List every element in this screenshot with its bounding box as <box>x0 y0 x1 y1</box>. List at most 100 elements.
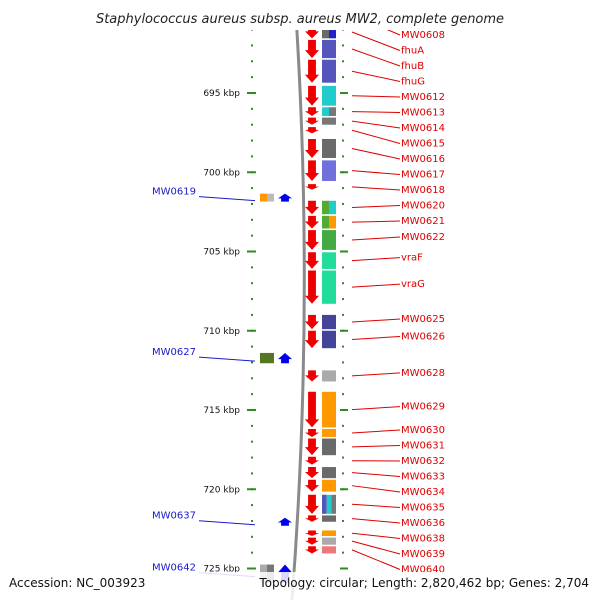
forward-gene-label[interactable]: MW0622 <box>401 232 445 243</box>
forward-gene-arrow[interactable] <box>305 107 319 116</box>
scale-dot <box>251 234 253 237</box>
reverse-gene-label[interactable]: MW0627 <box>152 347 196 358</box>
reverse-gene-label[interactable]: MW0637 <box>152 511 196 522</box>
scale-dot <box>251 393 253 396</box>
label-leader-line <box>351 257 401 262</box>
forward-gene-arrow[interactable] <box>305 230 319 250</box>
forward-gene-label[interactable]: MW0626 <box>401 331 445 342</box>
forward-gene-arrow[interactable] <box>305 85 319 106</box>
label-leader-line <box>351 549 401 570</box>
forward-gene-arrow[interactable] <box>305 215 319 229</box>
forward-gene-arrow[interactable] <box>305 370 319 382</box>
scale-dot <box>251 504 253 507</box>
forward-gene-label[interactable]: MW0632 <box>401 456 445 467</box>
forward-gene-arrow[interactable] <box>305 546 319 554</box>
forward-gene-arrow[interactable] <box>305 456 319 465</box>
forward-gene-arrow[interactable] <box>305 537 319 545</box>
forward-gene-label[interactable]: fhuB <box>401 61 424 72</box>
forward-gene-arrow[interactable] <box>305 39 319 59</box>
forward-gene-arrow[interactable] <box>305 127 319 134</box>
forward-gene-label[interactable]: MW0635 <box>401 502 445 513</box>
forward-gene-label[interactable]: MW0631 <box>401 440 445 451</box>
scale-dot <box>342 393 344 396</box>
label-leader-line <box>351 472 401 477</box>
scale-dot <box>342 44 344 47</box>
forward-gene-label[interactable]: fhuG <box>401 77 425 88</box>
reverse-gene-arrow[interactable] <box>278 193 292 202</box>
forward-gene-label[interactable]: MW0630 <box>401 425 445 436</box>
cog-block <box>322 270 336 304</box>
scale-dot <box>251 282 253 285</box>
scale-dot <box>251 535 253 538</box>
forward-gene-label[interactable]: MW0638 <box>401 533 445 544</box>
forward-gene-label[interactable]: MW0617 <box>401 170 445 181</box>
cog-block <box>322 494 327 514</box>
forward-gene-arrow[interactable] <box>305 429 319 437</box>
forward-gene-arrow[interactable] <box>305 515 319 522</box>
forward-gene-label[interactable]: MW0612 <box>401 92 445 103</box>
scale-dot <box>342 377 344 380</box>
label-leader-line <box>351 372 401 377</box>
forward-gene-label[interactable]: MW0608 <box>401 30 445 41</box>
forward-gene-label[interactable]: MW0629 <box>401 402 445 413</box>
forward-gene-label[interactable]: vraF <box>401 253 423 264</box>
forward-gene-arrow[interactable] <box>305 494 319 514</box>
scale-tick-label: 700 kbp <box>203 168 240 178</box>
footer-background <box>0 572 600 600</box>
forward-gene-label[interactable]: MW0618 <box>401 185 445 196</box>
forward-gene-label[interactable]: vraG <box>401 279 425 290</box>
forward-gene-arrow[interactable] <box>305 330 319 349</box>
forward-gene-label[interactable]: MW0625 <box>401 314 445 325</box>
cog-block <box>267 193 274 202</box>
forward-gene-label[interactable]: MW0616 <box>401 154 445 165</box>
cog-block <box>322 467 336 479</box>
scale-dot <box>342 139 344 142</box>
forward-gene-arrow[interactable] <box>305 438 319 456</box>
reverse-gene-arrow[interactable] <box>278 352 292 364</box>
forward-gene-label[interactable]: MW0640 <box>401 564 445 575</box>
forward-gene-label[interactable]: MW0614 <box>401 123 445 134</box>
label-leader-line <box>351 444 401 448</box>
label-leader-line <box>351 335 401 340</box>
forward-gene-arrow[interactable] <box>305 160 319 181</box>
cog-block <box>329 25 336 39</box>
reverse-gene-label[interactable]: MW0642 <box>152 563 196 574</box>
forward-gene-arrow[interactable] <box>305 59 319 83</box>
forward-gene-label[interactable]: fhuA <box>401 46 424 57</box>
forward-gene-arrow[interactable] <box>305 530 319 537</box>
gene-arrows[interactable] <box>278 6 319 583</box>
forward-gene-label[interactable]: MW0633 <box>401 471 445 482</box>
forward-gene-label[interactable]: MW0615 <box>401 139 445 150</box>
reverse-gene-arrow[interactable] <box>278 517 292 526</box>
forward-gene-label[interactable]: MW0620 <box>401 201 445 212</box>
reverse-gene-label[interactable]: MW0619 <box>152 187 196 198</box>
scale-dot <box>251 551 253 554</box>
forward-gene-label[interactable]: MW0621 <box>401 216 445 227</box>
forward-gene-arrow[interactable] <box>305 138 319 158</box>
forward-gene-arrow[interactable] <box>305 117 319 125</box>
label-leader-line <box>351 518 401 524</box>
cog-block <box>322 160 336 181</box>
scale-dot <box>342 313 344 316</box>
forward-gene-arrow[interactable] <box>305 252 319 269</box>
forward-gene-arrow[interactable] <box>305 270 319 304</box>
forward-gene-label[interactable]: MW0636 <box>401 518 445 529</box>
forward-gene-label[interactable]: MW0613 <box>401 108 445 119</box>
label-leader-line <box>351 48 401 67</box>
scale-dot <box>342 155 344 158</box>
scale-dot <box>251 345 253 348</box>
forward-gene-arrow[interactable] <box>305 467 319 479</box>
forward-gene-arrow[interactable] <box>305 314 319 330</box>
forward-gene-arrow[interactable] <box>305 184 319 190</box>
forward-gene-label[interactable]: MW0634 <box>401 487 445 498</box>
cog-block <box>322 215 329 229</box>
forward-gene-arrow[interactable] <box>305 479 319 492</box>
scale-ticks: 695 kbp 700 kbp 705 kbp 710 kbp 715 kbp 720 k… <box>203 12 348 575</box>
scale-dot <box>342 519 344 522</box>
label-leader-line <box>351 95 401 98</box>
forward-gene-arrow[interactable] <box>305 391 319 428</box>
forward-gene-arrow[interactable] <box>305 200 319 215</box>
forward-gene-label[interactable]: MW0639 <box>401 549 445 560</box>
forward-gene-label[interactable]: MW0628 <box>401 368 445 379</box>
scale-dot <box>342 282 344 285</box>
